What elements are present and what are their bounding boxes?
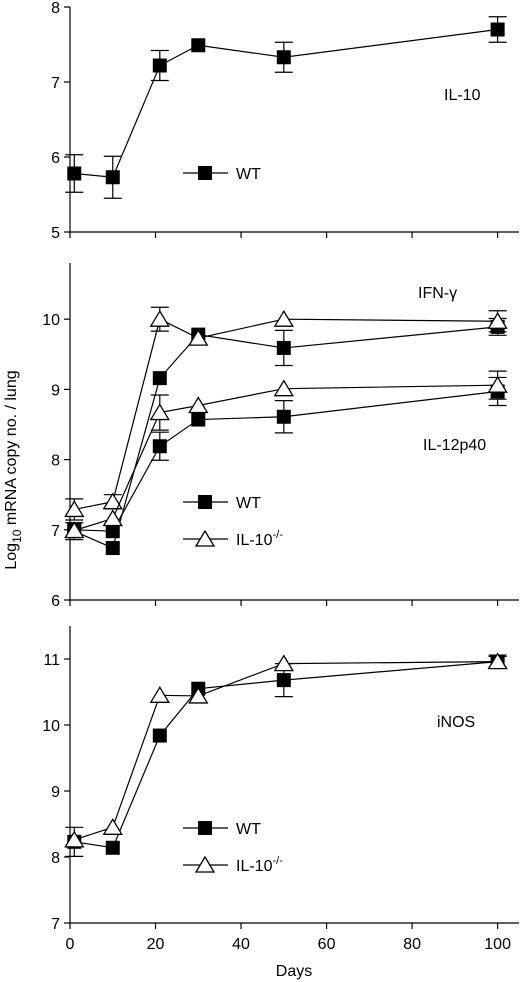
series-ifn-il10ko (64, 306, 508, 521)
data-point (64, 830, 85, 848)
legend: WT IL-10-/- (183, 495, 283, 549)
data-point (64, 500, 85, 518)
series-inos-wt (65, 654, 507, 857)
data-point (105, 170, 120, 185)
data-point (276, 409, 291, 424)
y-tick-label: 7 (51, 75, 60, 92)
series-annotation: IL-10 (444, 87, 481, 104)
data-point (105, 840, 120, 855)
chart-panel-top: 5 6 7 8 IL-10 WT (51, 0, 519, 242)
data-point (102, 509, 123, 527)
legend-label-text: IL-10 (236, 532, 273, 549)
data-point (191, 38, 206, 53)
legend-label: WT (236, 821, 261, 838)
y-tick-label: 9 (51, 784, 60, 801)
y-axis-label-subscript: 10 (10, 529, 24, 543)
legend-label: WT (236, 495, 261, 512)
y-axis-label: Log10 mRNA copy no. / lung (3, 370, 24, 569)
y-tick-label: 8 (51, 850, 60, 867)
data-point (149, 309, 170, 327)
y-tick-label: 11 (43, 652, 60, 669)
x-tick-label: 0 (66, 936, 75, 953)
y-tick-label: 10 (42, 312, 60, 329)
data-point (152, 371, 167, 386)
data-point (188, 328, 209, 346)
legend-marker (198, 821, 212, 835)
data-point (490, 22, 505, 37)
series-annotation: IFN-γ (418, 285, 457, 302)
data-point (273, 309, 294, 327)
x-tick-label: 60 (318, 936, 336, 953)
chart-panels: 5678IL-10WT678910IFN-γIL-12p40WTIL-10-/-… (42, 0, 519, 953)
data-point (188, 396, 209, 414)
data-point (152, 728, 167, 743)
data-point (102, 818, 123, 835)
data-point (105, 524, 120, 539)
y-tick-label: 7 (51, 916, 60, 933)
data-point (188, 686, 209, 704)
series-il12p40-wt (67, 376, 507, 539)
data-point (64, 521, 85, 539)
series-line (74, 661, 498, 849)
y-tick-label: 8 (51, 453, 60, 470)
y-tick-label: 9 (51, 382, 60, 399)
x-tick-label: 100 (484, 936, 511, 953)
x-tick-label: 20 (147, 936, 165, 953)
data-point (276, 50, 291, 65)
legend-label-text: WT (236, 166, 261, 183)
legend-marker (194, 855, 216, 873)
y-tick-label: 8 (51, 0, 60, 17)
data-point (487, 652, 508, 670)
series-il10-wt (65, 16, 507, 199)
legend: WT IL-10-/- (183, 821, 283, 875)
legend-label: IL-10-/- (236, 855, 283, 875)
y-tick-label: 6 (51, 593, 60, 610)
legend-marker (198, 166, 212, 180)
legend-label-superscript: -/- (272, 855, 283, 867)
legend: WT (183, 166, 261, 183)
chart-panel-middle: 6 7 8 9 10 IFN-γ IL-12p40 WT IL-10-/- (42, 263, 519, 610)
chart-panel-bottom: 7 8 9 10 11 0 20 40 60 80 100 iNOS WT IL-10-/- (42, 626, 519, 953)
x-tick-label: 40 (232, 936, 250, 953)
legend-label-superscript: -/- (272, 529, 283, 541)
legend-label: WT (236, 166, 261, 183)
series-annotation: iNOS (437, 714, 475, 731)
x-axis-label: Days (276, 963, 312, 980)
x-tick-label: 80 (403, 936, 421, 953)
legend-label-text: WT (236, 821, 261, 838)
y-tick-label: 7 (51, 523, 60, 540)
y-axis-label-rest: mRNA copy no. / lung (3, 370, 20, 529)
legend-label: IL-10-/- (236, 529, 283, 549)
data-point (105, 541, 120, 556)
legend-label-text: IL-10 (236, 858, 273, 875)
legend-marker (198, 495, 212, 509)
data-point (487, 312, 508, 329)
data-point (152, 439, 167, 454)
data-point (276, 340, 291, 355)
y-tick-label: 6 (51, 150, 60, 167)
y-tick-label: 5 (51, 225, 60, 242)
legend-label-text: WT (236, 495, 261, 512)
series-annotation: IL-12p40 (423, 437, 486, 454)
series-line (74, 318, 498, 511)
series-line (74, 661, 498, 841)
series-il12p40-il10ko (64, 370, 508, 539)
data-point (102, 492, 123, 510)
data-point (273, 654, 294, 672)
data-point (191, 412, 206, 427)
data-point (152, 58, 167, 73)
data-point (149, 686, 170, 703)
data-point (273, 379, 294, 397)
data-point (276, 673, 291, 688)
data-point (487, 375, 508, 393)
legend-marker (194, 529, 216, 547)
y-tick-label: 10 (42, 718, 60, 735)
series-inos-il10ko (64, 652, 508, 848)
data-point (149, 403, 170, 421)
data-point (67, 166, 82, 181)
